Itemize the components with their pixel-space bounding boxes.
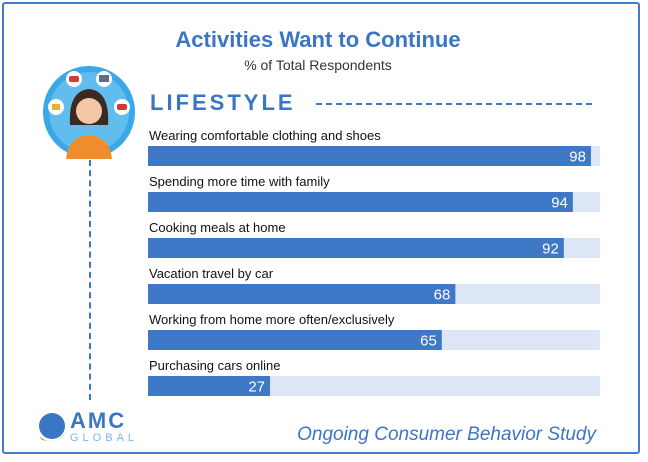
section-divider <box>316 103 592 105</box>
bar <box>148 330 442 350</box>
bar-value-label: 98 <box>569 149 586 166</box>
logo-subtext: GLOBAL <box>70 432 139 444</box>
chart-subtitle: % of Total Respondents <box>244 57 392 73</box>
bar-value-label: 27 <box>248 379 265 396</box>
logo-text: AMC <box>70 408 127 433</box>
category-label: Purchasing cars online <box>149 358 281 373</box>
category-label: Vacation travel by car <box>149 266 274 281</box>
avatar-illustration-icon <box>43 66 135 159</box>
category-label: Spending more time with family <box>149 174 330 189</box>
bar <box>148 192 573 212</box>
chart-title: Activities Want to Continue <box>175 27 461 52</box>
bar-value-label: 68 <box>434 287 451 304</box>
bar <box>148 376 271 396</box>
bar <box>148 238 564 258</box>
footer-caption: Ongoing Consumer Behavior Study <box>297 424 596 445</box>
bar-value-label: 65 <box>420 333 437 350</box>
category-label: Cooking meals at home <box>149 220 286 235</box>
timeline-divider <box>89 160 91 400</box>
amc-logo-icon <box>39 413 67 442</box>
bar-value-label: 92 <box>542 241 559 258</box>
bar-value-label: 94 <box>551 195 568 212</box>
bar <box>148 284 456 304</box>
category-label: Wearing comfortable clothing and shoes <box>149 128 381 143</box>
bar <box>148 146 591 166</box>
category-label: Working from home more often/exclusively <box>149 312 395 327</box>
section-heading: LIFESTYLE <box>150 90 296 115</box>
